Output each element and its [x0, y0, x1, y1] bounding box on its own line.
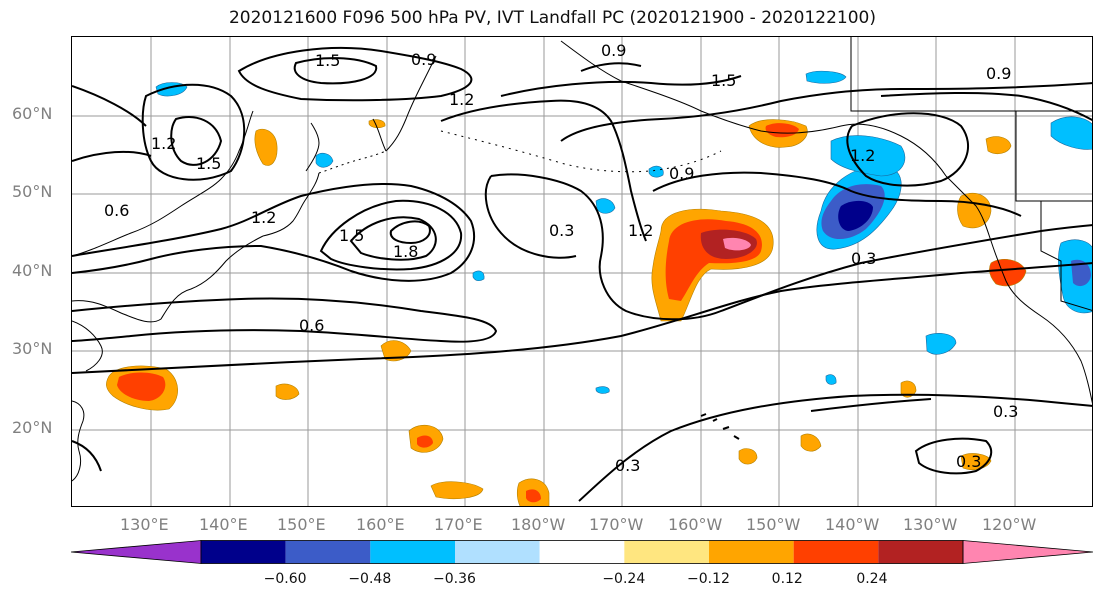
colorbar-outline — [200, 540, 964, 564]
contour-label: 1.2 — [251, 208, 276, 227]
shaded-field — [106, 70, 1092, 506]
lon-label: 160°E — [356, 515, 405, 534]
contour-label: 1.2 — [850, 146, 875, 165]
contour-label: 1.2 — [449, 90, 474, 109]
contour-label: 0.3 — [956, 452, 981, 471]
colorbar-cell — [370, 540, 455, 564]
colorbar-tick-label: 0.12 — [771, 571, 803, 587]
colorbar-cell — [878, 540, 963, 564]
contour-label-group: 1.5 0.9 1.2 1.5 1.2 1.5 0.9 1.2 0.6 1.2 … — [104, 41, 1018, 475]
contour-label: 0.6 — [299, 316, 324, 335]
contour-label: 1.8 — [393, 242, 418, 261]
lat-label: 30°N — [12, 339, 53, 358]
contour-label: 1.5 — [711, 71, 736, 90]
colorbar-tick-label: −0.24 — [602, 571, 646, 587]
colorbar-cell — [201, 540, 286, 564]
colorbar-tick-label: −0.12 — [687, 571, 730, 587]
colorbar-cell — [624, 540, 709, 564]
lat-label: 20°N — [12, 418, 53, 437]
lon-label: 140°E — [199, 515, 248, 534]
colorbar-tick-label: −0.60 — [263, 571, 307, 587]
lon-label: 150°W — [746, 515, 801, 534]
lon-label: 140°W — [825, 515, 880, 534]
colorbar-cell — [709, 540, 794, 564]
lon-label: 170°E — [434, 515, 483, 534]
contour-label: 0.9 — [669, 164, 694, 183]
contour-label: 1.5 — [196, 154, 221, 173]
colorbar — [71, 540, 1093, 564]
contour-label: 0.6 — [104, 201, 129, 220]
contour-label: 0.3 — [993, 402, 1018, 421]
map-canvas: 1.5 0.9 1.2 1.5 1.2 1.5 0.9 1.2 0.6 1.2 … — [72, 37, 1092, 506]
colorbar-cell — [455, 540, 540, 564]
contour-label: 0.3 — [851, 249, 876, 268]
contour-label: 1.5 — [315, 51, 340, 70]
map-panel: 1.5 0.9 1.2 1.5 1.2 1.5 0.9 1.2 0.6 1.2 … — [71, 36, 1093, 507]
contour-label: 1.5 — [339, 226, 364, 245]
lon-label: 160°W — [668, 515, 723, 534]
lon-label: 130°E — [120, 515, 169, 534]
contour-label: 0.9 — [986, 64, 1011, 83]
lat-label: 60°N — [12, 104, 53, 123]
lat-label: 50°N — [12, 182, 53, 201]
lon-label: 120°W — [982, 515, 1037, 534]
pv-contours — [72, 46, 1092, 502]
contour-label: 0.3 — [549, 221, 574, 240]
contour-label: 1.2 — [628, 221, 653, 240]
lon-label: 150°E — [277, 515, 326, 534]
lon-label: 130°W — [903, 515, 958, 534]
colorbar-tick-label: −0.48 — [348, 571, 392, 587]
contour-label: 0.9 — [411, 50, 436, 69]
contour-label: 0.9 — [601, 41, 626, 60]
contour-label: 1.2 — [151, 134, 176, 153]
lon-label: 170°W — [589, 515, 644, 534]
contour-label: 0.3 — [615, 456, 640, 475]
colorbar-tick-label: −0.36 — [433, 571, 476, 587]
colorbar-extend-max — [962, 540, 1093, 564]
graticule — [72, 37, 1092, 506]
colorbar-cell — [285, 540, 371, 564]
coastlines — [72, 37, 1092, 482]
colorbar-cell — [539, 540, 625, 564]
colorbar-cell — [793, 540, 879, 564]
lat-label: 40°N — [12, 261, 53, 280]
colorbar-extend-min — [71, 540, 202, 564]
lon-label: 180°W — [511, 515, 566, 534]
colorbar-tick-label: 0.24 — [856, 571, 888, 587]
map-title: 2020121600 F096 500 hPa PV, IVT Landfall… — [228, 8, 876, 28]
